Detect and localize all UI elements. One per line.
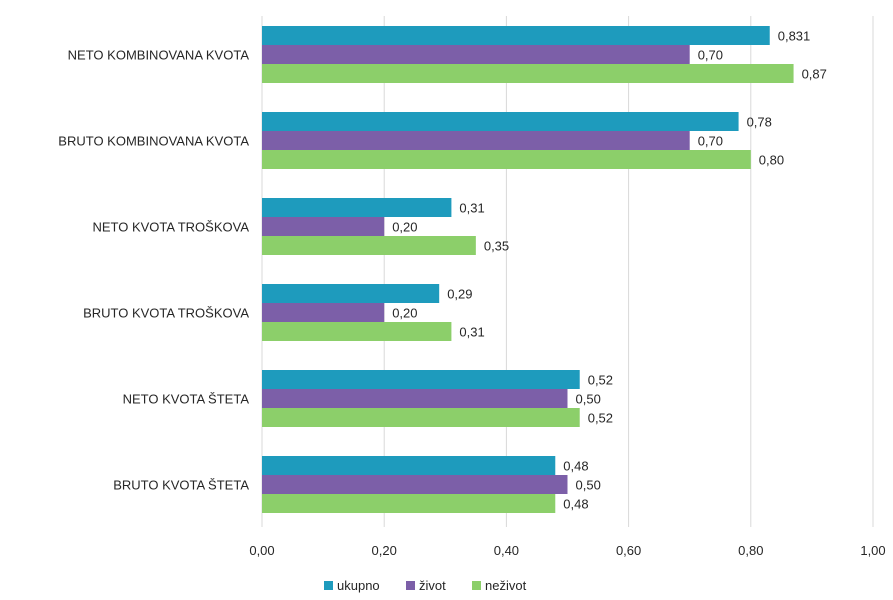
data-label: 0,70: [698, 134, 723, 149]
legend-swatch: [406, 581, 415, 590]
data-label: 0,52: [588, 411, 613, 426]
bar-ukupno: [262, 198, 452, 217]
bar-ukupno: [262, 456, 556, 475]
x-tick-label: 0,80: [738, 543, 763, 558]
category-label: NETO KOMBINOVANA KVOTA: [68, 48, 250, 63]
data-label: 0,31: [459, 325, 484, 340]
category-label: BRUTO KVOTA ŠTETA: [113, 478, 249, 493]
category-label: BRUTO KOMBINOVANA KVOTA: [58, 134, 249, 149]
bar-ukupno: [262, 284, 440, 303]
x-tick-label: 0,20: [372, 543, 397, 558]
bar-neživot: [262, 150, 751, 169]
bar-ukupno: [262, 26, 770, 45]
data-label: 0,52: [588, 373, 613, 388]
data-label: 0,20: [392, 220, 417, 235]
data-label: 0,831: [778, 29, 811, 44]
bar-život: [262, 389, 568, 408]
bars: [262, 26, 794, 513]
data-label: 0,50: [576, 478, 601, 493]
bar-ukupno: [262, 370, 580, 389]
data-label: 0,31: [459, 201, 484, 216]
bar-neživot: [262, 64, 794, 83]
bar-neživot: [262, 408, 580, 427]
data-label: 0,48: [563, 459, 588, 474]
data-label: 0,29: [447, 287, 472, 302]
bar-neživot: [262, 322, 452, 341]
labels: 0,00 0,20 0,40 0,60 0,80 1,00 NETO KOMBINOVANA…: [58, 29, 885, 559]
x-tick-label: 0,40: [494, 543, 519, 558]
bar-život: [262, 45, 690, 64]
gridlines: [261, 16, 874, 527]
category-label: BRUTO KVOTA TROŠKOVA: [83, 306, 249, 321]
legend-label: život: [419, 578, 446, 593]
data-label: 0,50: [576, 392, 601, 407]
data-label: 0,78: [747, 115, 772, 130]
bar-život: [262, 217, 385, 236]
data-label: 0,70: [698, 48, 723, 63]
bar-život: [262, 131, 690, 150]
data-label: 0,87: [802, 67, 827, 82]
data-label: 0,20: [392, 306, 417, 321]
data-label: 0,80: [759, 153, 784, 168]
bar-neživot: [262, 236, 476, 255]
x-tick-label: 0,00: [249, 543, 274, 558]
bar-ukupno: [262, 112, 739, 131]
x-tick-label: 1,00: [860, 543, 885, 558]
x-tick-label: 0,60: [616, 543, 641, 558]
legend-swatch: [472, 581, 481, 590]
bar-neživot: [262, 494, 556, 513]
legend-label: neživot: [485, 578, 527, 593]
bar-život: [262, 475, 568, 494]
legend-label: ukupno: [337, 578, 380, 593]
bar-život: [262, 303, 385, 322]
category-label: NETO KVOTA TROŠKOVA: [92, 220, 249, 235]
legend: ukupno život neživot: [324, 578, 527, 593]
legend-swatch: [324, 581, 333, 590]
category-label: NETO KVOTA ŠTETA: [123, 392, 250, 407]
data-label: 0,48: [563, 497, 588, 512]
data-label: 0,35: [484, 239, 509, 254]
